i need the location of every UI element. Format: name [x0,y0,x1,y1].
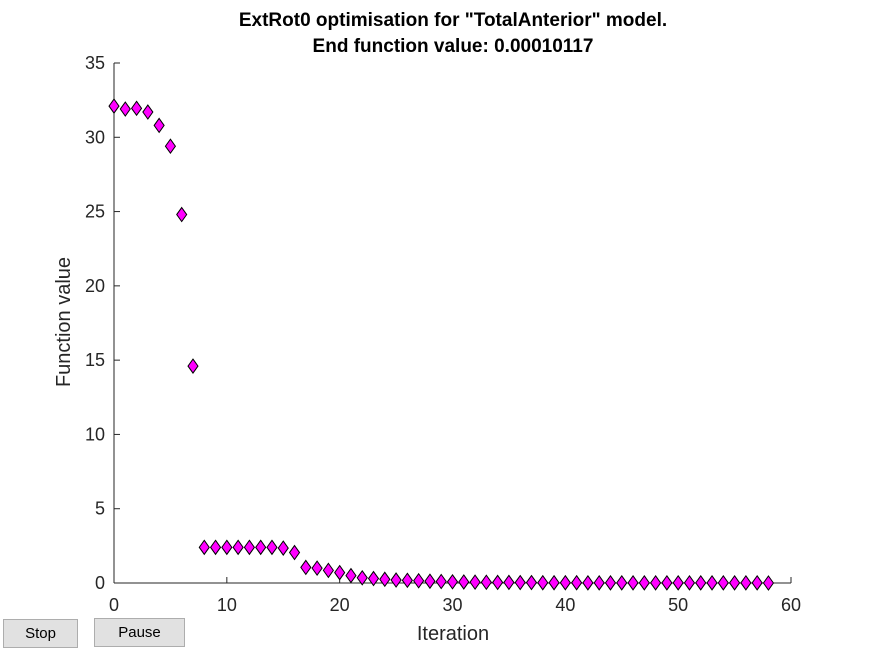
data-point [322,562,334,579]
data-point [458,574,470,590]
data-point [649,574,662,591]
y-tick-label: 25 [85,202,105,222]
data-point [740,574,752,591]
data-point [119,101,131,117]
data-point [367,570,380,587]
data-point [198,539,210,556]
data-point [277,540,289,556]
data-point [413,572,425,589]
data-point [153,117,165,134]
y-tick-label: 0 [95,573,105,593]
data-point [142,104,154,120]
data-point [300,559,312,576]
data-point [469,574,481,590]
data-point [209,539,222,556]
data-point [616,574,628,591]
data-point [446,573,459,590]
x-tick-label: 20 [330,595,350,615]
data-point [255,539,267,556]
data-point [379,571,391,588]
data-point [390,572,402,588]
data-point [243,539,256,556]
data-point [683,574,696,591]
data-point [288,544,301,561]
y-tick-label: 10 [85,424,105,444]
data-point [266,539,278,556]
data-point [176,206,188,223]
data-point [164,138,177,155]
data-point [672,574,684,591]
y-tick-label: 5 [95,499,105,519]
data-point [334,564,346,581]
data-points [108,98,775,591]
data-point [345,567,357,584]
data-point [232,539,244,556]
y-tick-label: 15 [85,350,105,370]
data-point [559,574,571,591]
x-tick-label: 50 [668,595,688,615]
data-point [187,358,199,374]
data-point [706,574,718,591]
stop-button[interactable]: Stop [3,619,78,648]
data-point [435,573,447,590]
data-point [311,560,323,577]
data-point [627,574,639,591]
data-point [492,574,504,591]
data-point [593,574,605,591]
data-point [401,572,413,589]
data-point [108,98,120,114]
data-point [661,574,673,591]
chart-title-line-2: End function value: 0.00010117 [313,36,594,57]
data-point [638,574,650,591]
data-point [130,100,143,117]
data-point [728,574,741,591]
data-point [548,574,560,591]
x-tick-label: 30 [442,595,462,615]
chart-title-line-1: ExtRot0 optimisation for "TotalAnterior"… [239,10,667,31]
data-point [751,574,763,591]
axes: 0 10 20 30 40 50 60 0 5 10 15 20 25 30 35 [85,53,801,615]
data-point [717,574,729,591]
y-tick-label: 20 [85,276,105,296]
data-point [503,574,515,591]
data-point [762,575,775,591]
pause-button[interactable]: Pause [94,618,185,647]
data-point [221,539,233,556]
x-axis-label: Iteration [417,623,489,645]
data-point [695,574,707,591]
data-point [424,573,436,590]
data-point [571,574,583,591]
y-tick-label: 35 [85,53,105,73]
x-tick-label: 0 [109,595,119,615]
x-tick-label: 60 [781,595,801,615]
y-tick-label: 30 [85,127,105,147]
data-point [604,574,617,591]
data-point [480,574,492,591]
data-point [582,574,594,591]
data-point [525,574,538,591]
y-axis-label: Function value [53,257,75,387]
data-point [514,574,526,591]
x-tick-label: 10 [217,595,237,615]
x-tick-label: 40 [555,595,575,615]
data-point [356,569,368,586]
data-point [537,574,549,591]
